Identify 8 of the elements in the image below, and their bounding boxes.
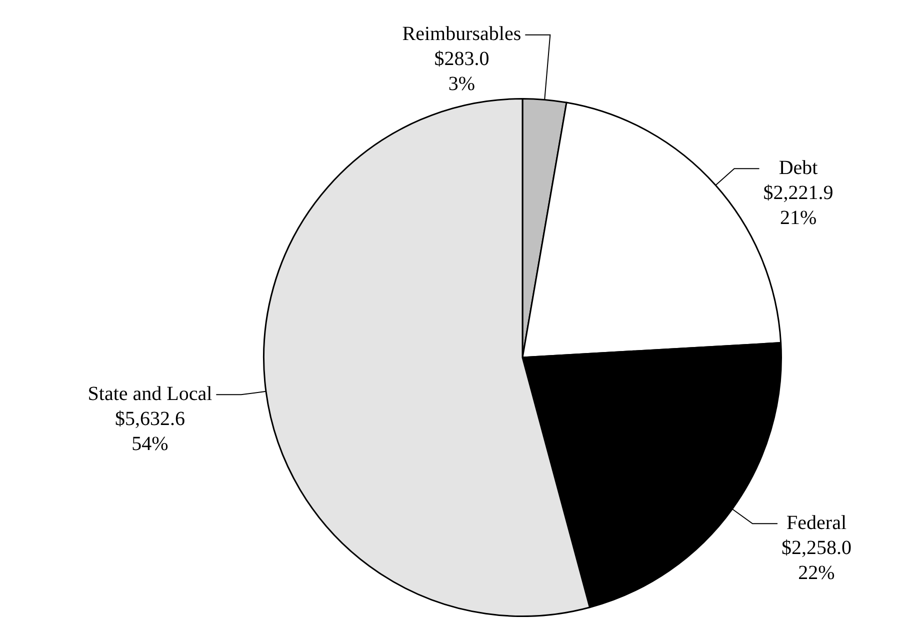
slice-label: Federal bbox=[786, 512, 847, 534]
data-label: $2,221.9 21% bbox=[763, 182, 834, 229]
slice-label: Debt bbox=[778, 156, 818, 179]
slice-label: State and Local bbox=[88, 382, 213, 405]
data-label: $283.0 3% bbox=[434, 48, 490, 96]
slice-label: Reimbursables bbox=[402, 23, 522, 46]
data-label: $5,632.6 54% bbox=[115, 408, 185, 455]
data-label: $2,258.0 22% bbox=[782, 536, 852, 584]
